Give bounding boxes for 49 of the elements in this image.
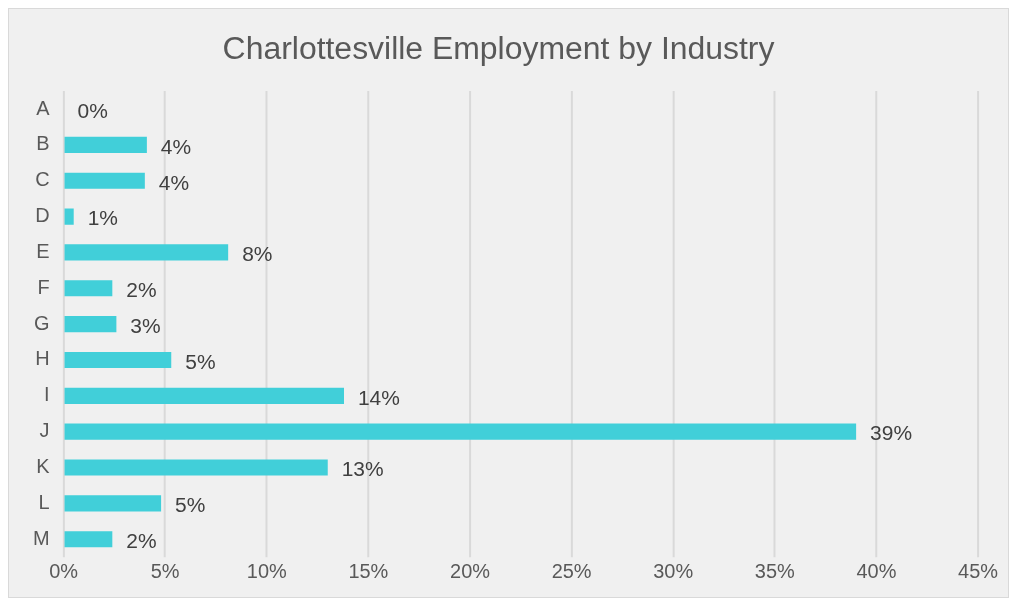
x-tick-label: 40%	[856, 559, 897, 582]
x-tick-label: 20%	[450, 559, 491, 582]
y-tick-label: E	[36, 239, 50, 262]
data-label: 2%	[126, 528, 157, 552]
data-label: 8%	[242, 242, 273, 266]
y-tick-label: G	[34, 311, 50, 334]
bar	[64, 351, 172, 369]
y-tick-label: H	[35, 347, 50, 370]
y-tick-label: A	[36, 96, 51, 119]
bar	[64, 459, 328, 476]
bar	[64, 208, 74, 225]
y-tick-label: M	[32, 526, 50, 549]
bar	[64, 172, 145, 189]
x-tick-label: 45%	[958, 559, 999, 582]
data-label: 4%	[158, 170, 190, 194]
bar	[64, 244, 229, 261]
data-label: 0%	[77, 98, 108, 122]
y-tick-label: K	[36, 455, 51, 478]
data-label: 5%	[175, 493, 206, 517]
bar	[64, 316, 117, 333]
chart-title: Charlottesville Employment by Industry	[222, 29, 775, 66]
bar	[64, 531, 113, 548]
bar	[64, 280, 113, 297]
data-label: 2%	[126, 278, 157, 302]
x-tick-label: 35%	[754, 559, 796, 582]
y-tick-label: D	[35, 204, 50, 227]
data-label: 1%	[87, 206, 118, 230]
data-label: 4%	[160, 134, 192, 158]
y-tick-label: B	[36, 132, 50, 155]
bar	[64, 387, 344, 404]
data-label: 5%	[185, 349, 216, 373]
bar	[64, 136, 147, 153]
y-tick-label: I	[44, 383, 50, 406]
x-tick-label: 5%	[150, 559, 180, 582]
data-label: 3%	[130, 313, 161, 337]
y-tick-label: J	[39, 419, 50, 442]
x-tick-label: 15%	[348, 559, 389, 582]
bar	[64, 423, 857, 440]
data-label: 13%	[341, 457, 384, 481]
data-label: 39%	[870, 421, 913, 445]
x-tick-label: 30%	[653, 559, 694, 582]
x-tick-label: 0%	[49, 559, 79, 582]
x-tick-label: 10%	[246, 559, 288, 582]
x-tick-label: 25%	[551, 559, 592, 582]
y-tick-label: F	[37, 275, 50, 298]
y-tick-label: C	[35, 168, 50, 191]
data-label: 14%	[357, 385, 400, 409]
y-tick-label: L	[38, 490, 50, 513]
bar	[64, 495, 162, 512]
